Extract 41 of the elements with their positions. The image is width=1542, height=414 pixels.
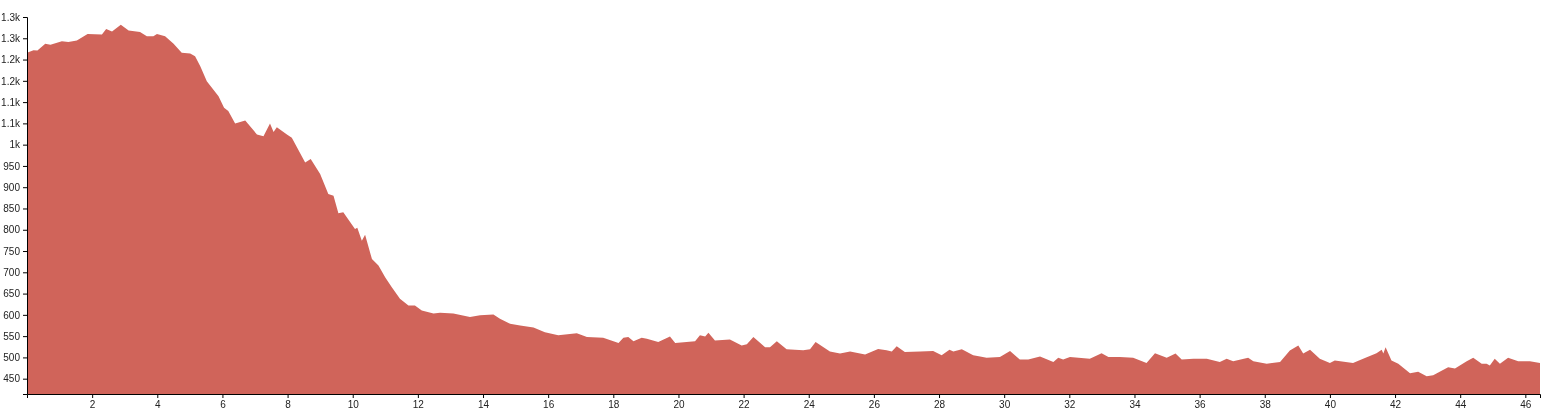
- x-tick-label: 42: [1389, 399, 1402, 411]
- y-tick-label: 950: [3, 160, 21, 172]
- y-tick-label: 1.3k: [1, 11, 21, 23]
- x-tick-label: 10: [347, 399, 360, 411]
- x-tick-label: 2: [89, 399, 96, 411]
- x-tick-label: 8: [285, 399, 292, 411]
- x-tick-label: 12: [412, 399, 425, 411]
- x-tick-label: 18: [608, 399, 620, 411]
- x-tick-label: 44: [1455, 399, 1467, 411]
- x-tick-label: 28: [933, 399, 946, 411]
- y-tick-label: 900: [3, 181, 21, 193]
- x-tick-label: 6: [220, 399, 227, 411]
- x-tick-label: 26: [868, 399, 881, 411]
- y-tick-label: 1.1k: [1, 96, 21, 108]
- y-tick-label: 850: [3, 203, 21, 215]
- y-tick-label: 650: [3, 288, 21, 300]
- y-tick-label: 450: [3, 373, 21, 385]
- x-tick-label: 16: [543, 399, 555, 411]
- x-tick-label: 4: [155, 399, 162, 411]
- x-tick-label: 14: [477, 399, 490, 411]
- x-tick-label: 46: [1520, 399, 1532, 411]
- y-tick-label: 550: [3, 330, 21, 342]
- y-tick-label: 1.1k: [1, 118, 21, 130]
- y-tick-label: 1.2k: [1, 75, 21, 87]
- x-tick-label: 24: [803, 399, 816, 411]
- y-tick-label: 1.3k: [1, 32, 21, 44]
- x-tick-label: 22: [738, 399, 751, 411]
- y-tick-label: 750: [3, 245, 21, 257]
- x-tick-label: 30: [999, 399, 1011, 411]
- x-tick-label: 20: [673, 399, 685, 411]
- y-tick-label: 600: [3, 309, 21, 321]
- y-tick-label: 700: [3, 267, 21, 278]
- x-tick-label: 40: [1324, 399, 1337, 411]
- y-tick-label: 500: [3, 352, 21, 364]
- x-tick-label: 38: [1259, 399, 1272, 411]
- x-tick-label: 36: [1194, 399, 1207, 411]
- x-tick-label: 32: [1064, 399, 1076, 411]
- x-tick-label: 34: [1129, 399, 1141, 411]
- y-tick-label: 1.2k: [1, 54, 21, 66]
- y-tick-label: 1k: [9, 139, 21, 151]
- y-tick-label: 800: [3, 224, 21, 236]
